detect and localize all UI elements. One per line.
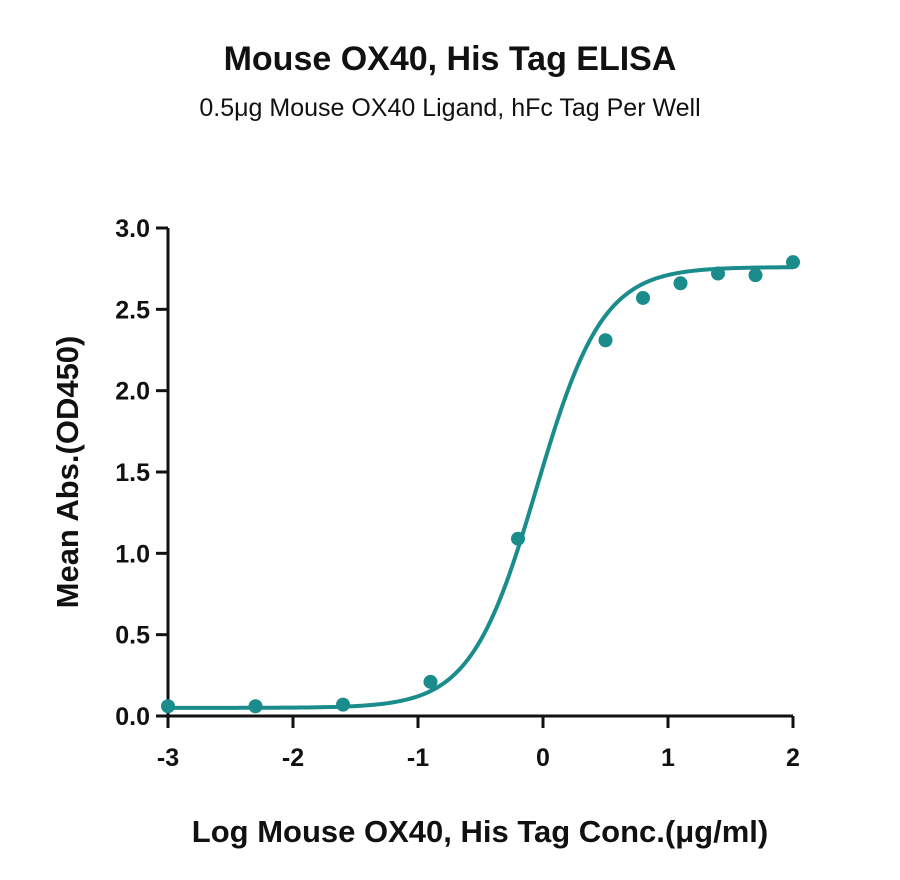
- y-tick-label: 0.0: [115, 703, 150, 731]
- data-point: [423, 674, 438, 689]
- data-point: [248, 699, 263, 714]
- fit-curve: [168, 265, 794, 710]
- y-tick-label: 0.5: [115, 622, 150, 650]
- y-tick-label: 2.0: [115, 378, 150, 406]
- x-axis: -3 -2 -1 0 1 2: [157, 714, 800, 772]
- data-points: [161, 255, 800, 714]
- x-axis-title: Log Mouse OX40, His Tag Conc.(μg/ml): [192, 814, 768, 849]
- x-tick-label: 1: [661, 744, 675, 772]
- x-tick-label: -1: [407, 744, 429, 772]
- x-tick-label: 0: [536, 744, 550, 772]
- data-point: [711, 266, 725, 281]
- data-point: [786, 255, 800, 270]
- x-tick-label: -3: [157, 744, 179, 772]
- data-point: [598, 333, 613, 348]
- y-tick-label: 2.5: [115, 296, 150, 324]
- data-point: [161, 699, 175, 714]
- chart-title: Mouse OX40, His Tag ELISA: [223, 40, 677, 78]
- data-point: [673, 276, 688, 291]
- data-point: [336, 697, 350, 712]
- y-tick-label: 3.0: [115, 215, 150, 243]
- y-tick-label: 1.5: [115, 459, 150, 487]
- chart-subtitle: 0.5μg Mouse OX40 Ligand, hFc Tag Per Wel…: [199, 94, 701, 122]
- y-tick-label: 1.0: [115, 540, 150, 568]
- data-point: [748, 268, 763, 283]
- data-point: [511, 531, 525, 546]
- x-tick-label: 2: [786, 744, 800, 772]
- y-axis: 0.0 0.5 1.0 1.5 2.0 2.5 3.0: [115, 215, 170, 731]
- data-point: [636, 290, 650, 305]
- y-axis-title: Mean Abs.(OD450): [50, 336, 85, 609]
- x-tick-label: -2: [282, 744, 304, 772]
